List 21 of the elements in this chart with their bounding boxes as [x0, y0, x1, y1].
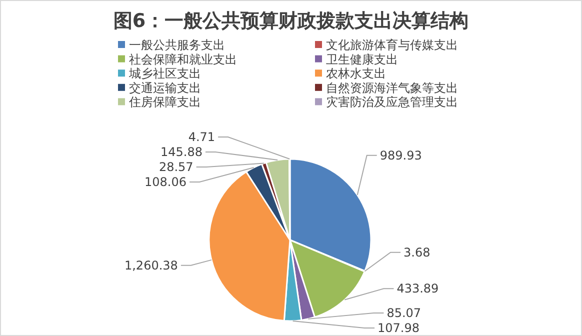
legend-label: 城乡社区支出: [128, 66, 201, 81]
legend-label: 灾害防治及应急管理支出: [326, 95, 458, 110]
data-label: 1,260.38: [124, 258, 178, 272]
chart-title: 图6：一般公共预算财政拨款支出决算结构: [113, 10, 469, 32]
legend-label: 社会保障和就业支出: [129, 52, 237, 66]
data-label: 28.57: [158, 160, 194, 174]
data-label: 107.98: [378, 321, 420, 335]
data-label: 108.06: [144, 175, 187, 189]
legend-label: 卫生健康支出: [326, 52, 398, 66]
data-label: 3.68: [404, 245, 430, 260]
data-label: 989.93: [380, 148, 422, 162]
data-label: 433.89: [396, 282, 439, 296]
data-label: 145.88: [160, 145, 202, 159]
data-label: 85.07: [386, 306, 422, 320]
legend-label: 文化旅游体育与传媒支出: [326, 38, 458, 52]
legend-label: 住房保障支出: [128, 95, 201, 110]
legend-label: 自然资源海洋气象等支出: [326, 80, 458, 95]
legend-label: 农林水支出: [326, 66, 386, 81]
legend-label: 交通运输支出: [129, 80, 201, 95]
legend-label: 一般公共服务支出: [129, 38, 225, 52]
data-label: 4.71: [188, 130, 216, 144]
